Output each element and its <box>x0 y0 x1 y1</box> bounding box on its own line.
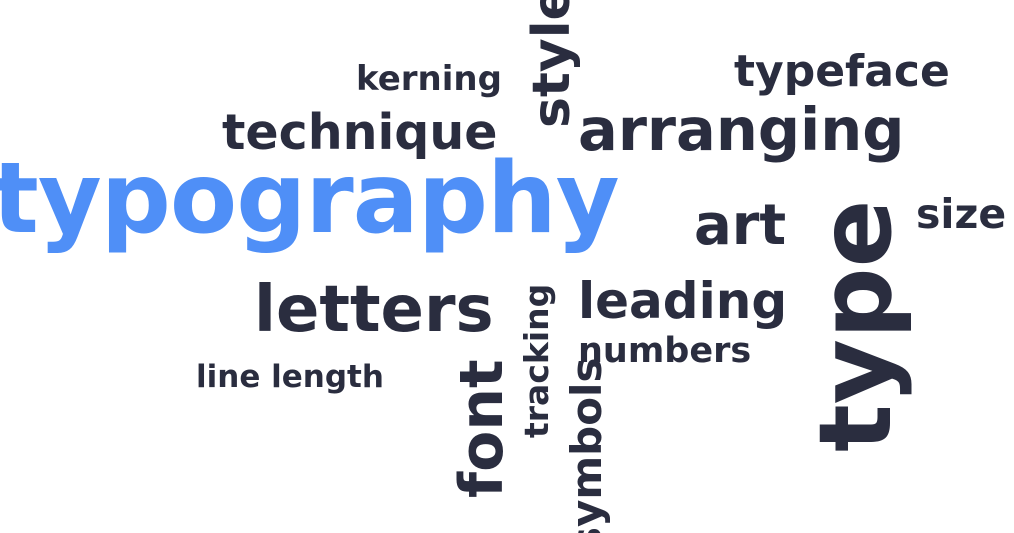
word-letters: letters <box>254 273 494 347</box>
word-line-length: line length <box>196 359 384 395</box>
word-art: art <box>694 193 787 258</box>
word-font: font <box>447 359 517 498</box>
word-numbers: numbers <box>578 331 752 371</box>
word-leading: leading <box>578 272 788 330</box>
word-typography: typography <box>0 142 620 256</box>
word-size: size <box>916 190 1007 238</box>
word-style: style <box>522 0 582 128</box>
word-typeface: typeface <box>734 46 950 97</box>
word-kerning: kerning <box>356 59 502 99</box>
word-tracking: tracking <box>517 283 556 438</box>
word-arranging: arranging <box>578 95 905 164</box>
word-type: type <box>797 199 914 452</box>
word-symbols: symbols <box>562 357 611 533</box>
word-technique: technique <box>222 104 498 161</box>
